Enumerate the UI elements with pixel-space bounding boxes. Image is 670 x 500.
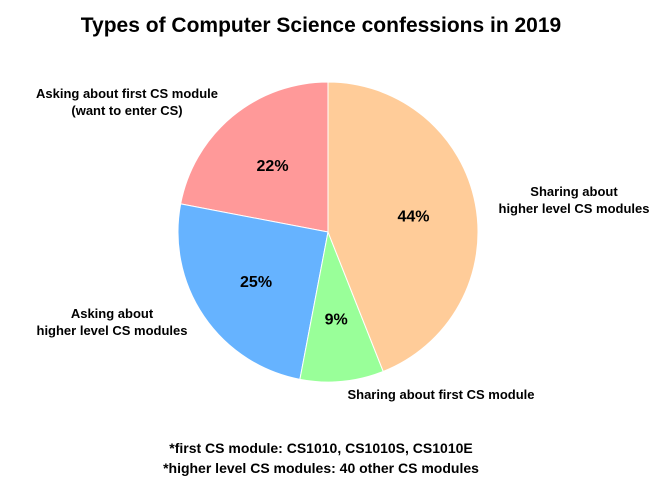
pie-slice-pct-label-1: 25% xyxy=(240,274,272,291)
pie-slice-2 xyxy=(299,230,384,383)
pie-slice-category-label-1: Asking about higher level CS modules xyxy=(37,306,188,338)
pie-slice-pct-label-3: 44% xyxy=(397,209,429,226)
pie-slice-category-label-0: Asking about first CS module (want to ent… xyxy=(36,86,218,118)
footnote-higher-level-modules: *higher level CS modules: 40 other CS mo… xyxy=(163,460,479,476)
footnotes: *first CS module: CS1010, CS1010S, CS101… xyxy=(0,438,642,478)
pie-slice-pct-label-2: 9% xyxy=(325,312,348,329)
pie-slice-category-label-3: Sharing about higher level CS modules xyxy=(499,184,650,216)
pie-slice-pct-label-0: 22% xyxy=(257,158,289,175)
pie-slice-0 xyxy=(180,81,329,233)
pie-slice-3 xyxy=(327,81,479,373)
pie-slice-1 xyxy=(177,203,329,380)
pie-slice-category-label-2: Sharing about first CS module xyxy=(347,387,534,402)
footnote-first-cs-module: *first CS module: CS1010, CS1010S, CS101… xyxy=(169,440,473,456)
chart-title: Types of Computer Science confessions in… xyxy=(80,14,562,37)
